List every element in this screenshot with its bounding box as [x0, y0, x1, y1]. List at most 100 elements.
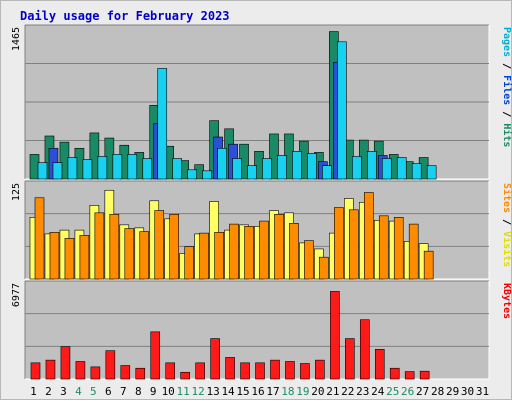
x-tick-label: 23 [356, 385, 369, 398]
x-tick-label: 18 [281, 385, 294, 398]
bar-sites-day-4 [79, 235, 90, 280]
bar-pages-day-24 [381, 158, 392, 180]
bar-kbytes-day-11 [180, 371, 190, 380]
x-tick-label: 30 [461, 385, 474, 398]
bar-pages-day-12 [202, 170, 212, 180]
bar-kbytes-day-19 [300, 363, 310, 380]
bar-pages-day-1 [37, 162, 48, 180]
bar-sites-day-8 [139, 231, 150, 280]
legend-segment: Visits [501, 231, 512, 267]
bar-sites-day-10 [169, 214, 180, 280]
x-tick-label: 8 [135, 385, 142, 398]
bar-kbytes-day-2 [45, 359, 56, 380]
x-tick-label: 2 [45, 385, 52, 398]
bar-sites-day-21 [334, 207, 344, 280]
bar-kbytes-day-14 [225, 357, 235, 380]
bar-kbytes-day-7 [120, 365, 131, 380]
bar-kbytes-day-21 [330, 291, 340, 380]
x-tick-label: 16 [251, 385, 264, 398]
bar-kbytes-day-18 [285, 361, 295, 380]
legend-label: Sites / Visits [501, 183, 512, 267]
x-tick-label: 5 [90, 385, 97, 398]
bar-kbytes-day-27 [419, 370, 430, 380]
x-tick-label: 19 [296, 385, 309, 398]
bar-kbytes-day-1 [30, 362, 41, 380]
x-tick-label: 4 [75, 385, 82, 398]
bar-kbytes-day-6 [105, 350, 116, 380]
bar-kbytes-day-8 [135, 367, 146, 380]
legend-label: Pages / Files / Hits [501, 27, 512, 147]
x-tick-label: 17 [266, 385, 279, 398]
bar-pages-day-11 [187, 169, 197, 180]
bar-pages-day-15 [247, 165, 257, 180]
bar-sites-day-2 [49, 232, 60, 280]
bar-pages-day-14 [232, 158, 242, 180]
bar-sites-day-26 [408, 223, 419, 280]
x-tick-label: 28 [431, 385, 444, 398]
bar-sites-day-22 [349, 209, 359, 280]
x-tick-label: 15 [236, 385, 249, 398]
legend-segment: Sites [501, 183, 512, 213]
bar-sites-day-25 [393, 217, 404, 280]
x-tick-label: 7 [120, 385, 127, 398]
bar-pages-day-2 [52, 162, 63, 180]
legend-segment: Pages [501, 27, 512, 57]
bar-sites-day-1 [34, 197, 45, 280]
bar-pages-day-19 [307, 153, 317, 180]
bar-sites-day-23 [363, 192, 374, 280]
y-max-label: 125 [11, 183, 22, 201]
bar-sites-day-19 [304, 240, 314, 280]
x-tick-label: 11 [177, 385, 190, 398]
bar-kbytes-day-15 [240, 362, 250, 380]
y-max-label: 1465 [11, 27, 22, 51]
bar-sites-day-16 [259, 220, 269, 280]
x-tick-label: 20 [311, 385, 324, 398]
bar-hits-day-1 [29, 154, 40, 180]
x-tick-label: 12 [192, 385, 205, 398]
bar-sites-day-13 [214, 232, 224, 280]
bar-kbytes-day-23 [359, 319, 370, 380]
x-tick-label: 24 [371, 385, 385, 398]
x-tick-label: 25 [386, 385, 399, 398]
x-tick-label: 29 [446, 385, 459, 398]
x-tick-label: 1 [30, 385, 37, 398]
bar-pages-day-27 [426, 165, 437, 180]
bar-sites-day-20 [319, 256, 329, 280]
bar-sites-day-3 [64, 238, 75, 280]
legend-segment: / [501, 105, 512, 123]
bar-pages-day-16 [262, 158, 272, 180]
bar-kbytes-day-25 [389, 367, 400, 380]
bar-kbytes-day-3 [60, 346, 71, 380]
bar-pages-day-26 [411, 163, 422, 180]
bar-sites-day-27 [423, 250, 434, 280]
bar-sites-day-11 [184, 246, 194, 280]
bar-sites-day-15 [244, 226, 254, 280]
bar-pages-day-13 [217, 147, 227, 180]
x-tick-label: 13 [206, 385, 219, 398]
legend-segment: / [501, 57, 512, 75]
bar-pages-day-6 [112, 154, 123, 180]
bar-kbytes-day-26 [404, 371, 415, 380]
bar-pages-day-5 [97, 156, 108, 180]
bar-sites-day-9 [154, 210, 165, 280]
bar-pages-day-21 [337, 41, 347, 180]
bar-pages-day-25 [396, 157, 407, 180]
bar-sites-day-7 [124, 228, 135, 280]
bar-sites-day-14 [229, 223, 239, 280]
legend-segment: Hits [501, 123, 512, 147]
x-tick-label: 22 [341, 385, 354, 398]
bar-sites-day-5 [94, 212, 105, 280]
x-tick-label: 14 [221, 385, 235, 398]
bar-pages-day-17 [277, 155, 287, 180]
bar-sites-day-12 [199, 232, 209, 280]
bar-hits-day-5 [89, 132, 100, 180]
bar-sites-day-17 [274, 214, 284, 280]
bar-pages-day-4 [82, 159, 93, 180]
bar-pages-day-9 [157, 68, 168, 180]
bar-pages-day-23 [366, 151, 377, 180]
bar-pages-day-22 [352, 156, 362, 180]
bar-pages-day-20 [322, 165, 332, 180]
x-tick-label: 3 [60, 385, 67, 398]
